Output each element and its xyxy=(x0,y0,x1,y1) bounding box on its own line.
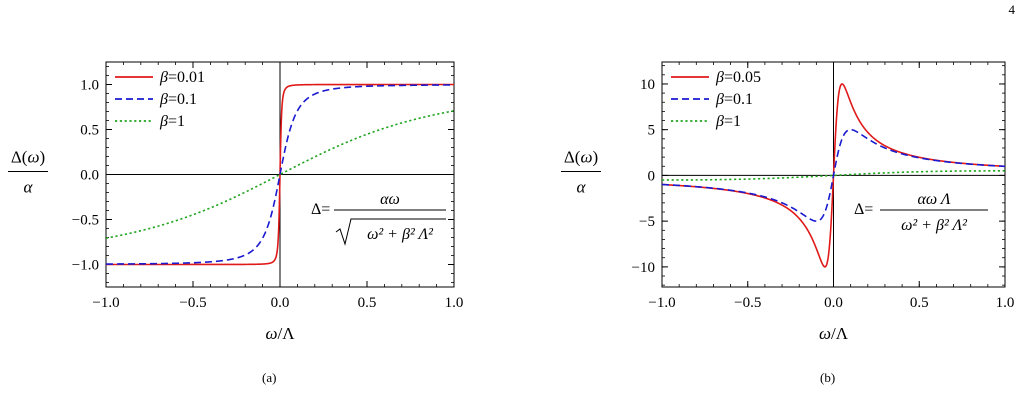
series-line-0.01 xyxy=(106,83,454,266)
series-line-0.1 xyxy=(106,84,454,265)
y-label-paren: ) xyxy=(592,148,598,167)
x-tick-label: 0.5 xyxy=(358,295,377,311)
series-line-1 xyxy=(106,110,454,239)
legend-label: β=0.1 xyxy=(715,91,753,108)
y-tick-label: 0.0 xyxy=(80,168,99,184)
x-axis-label-rest: /Λ xyxy=(277,324,295,343)
x-axis-label: ω/Λ xyxy=(819,324,849,343)
y-tick-label: 0 xyxy=(648,168,656,184)
chart-b: −1.0 −0.5 0.0 0.5 1.01050−5−10ω/ΛΔ(ω)αβ=0.05… xyxy=(561,61,1015,343)
formula-denominator: ω² + β² Λ² xyxy=(367,226,434,243)
y-label-omega: ω xyxy=(580,148,592,167)
series-line-0.1 xyxy=(662,128,1005,222)
y-tick-label: 1.0 xyxy=(80,78,99,94)
chart-a: −1.0 −0.5 0.0 0.5 1.01.00.50.0−0.5−1.0ω/ΛΔ(ω… xyxy=(8,61,464,343)
y-tick-label: −0.5 xyxy=(72,213,99,229)
x-tick-label: 0.5 xyxy=(910,295,929,311)
x-tick-label: −0.5 xyxy=(734,295,761,311)
legend-label: β=0.05 xyxy=(715,69,761,86)
y-tick-label: −5 xyxy=(639,214,655,230)
figure-b: −1.0 −0.5 0.0 0.5 1.0 10 5 0 −5 −10 ω/Λ Δ(ω) α β=0.05… xyxy=(513,0,1027,411)
formula-lhs: Δ= xyxy=(311,201,330,218)
x-tick-label: 1.0 xyxy=(996,295,1015,311)
y-tick-label: 0.5 xyxy=(80,123,99,139)
y-tick-label: 5 xyxy=(648,123,656,139)
legend-beta: β xyxy=(159,69,168,86)
x-axis-label: ω/Λ xyxy=(265,324,295,343)
x-tick-label: −0.5 xyxy=(179,295,206,311)
legend-value: =0.05 xyxy=(724,69,761,86)
y-tick-label: 10 xyxy=(640,77,655,93)
x-axis-label-rest: /Λ xyxy=(831,324,849,343)
caption-b: (b) xyxy=(820,370,836,385)
formula-lhs: Δ= xyxy=(854,201,873,218)
legend-value: =1 xyxy=(724,113,741,130)
legend-beta: β xyxy=(715,69,724,86)
legend-label: β=1 xyxy=(715,113,741,130)
legend-beta: β xyxy=(159,113,168,130)
legend-value: =1 xyxy=(168,113,185,130)
legend-beta: β xyxy=(159,91,168,108)
formula-numerator: αω Λ xyxy=(917,191,950,208)
x-axis-label-omega: ω xyxy=(819,324,831,343)
formula-numerator: αω xyxy=(380,191,400,208)
y-axis-label-top: Δ(ω) xyxy=(564,148,598,167)
legend-beta: β xyxy=(715,91,724,108)
y-label-paren: ) xyxy=(39,148,45,167)
formula-lhs-text: Δ= xyxy=(311,201,330,218)
x-axis-label-omega: ω xyxy=(265,324,277,343)
y-axis-label-bottom: α xyxy=(24,178,34,197)
page-number: 4 xyxy=(1008,2,1016,17)
y-tick-label: −10 xyxy=(632,260,655,276)
legend-value: =0.1 xyxy=(168,91,197,108)
legend-label: β=0.1 xyxy=(159,91,197,108)
caption-a: (a) xyxy=(262,370,277,385)
x-tick-label: −1.0 xyxy=(648,295,675,311)
y-tick-label: −1.0 xyxy=(72,258,99,274)
legend-value: =0.1 xyxy=(724,91,753,108)
y-label-delta: Δ( xyxy=(11,148,28,167)
x-tick-label: 0.0 xyxy=(271,295,290,311)
formula-sqrt-sign xyxy=(335,218,446,246)
formula-lhs-text: Δ= xyxy=(854,201,873,218)
x-tick-label: 1.0 xyxy=(445,295,464,311)
legend-label: β=1 xyxy=(159,113,185,130)
x-tick-label: 0.0 xyxy=(824,295,843,311)
x-tick-label: −1.0 xyxy=(92,295,119,311)
figure-a: −1.0 −0.5 0.0 0.5 1.0 1.0 0.5 0.0 −0.5 −1.0 ω/Λ Δ(ω… xyxy=(0,0,513,411)
legend-label: β=0.01 xyxy=(159,69,205,86)
y-label-delta: Δ( xyxy=(564,148,581,167)
y-label-omega: ω xyxy=(27,148,39,167)
legend-beta: β xyxy=(715,113,724,130)
legend-value: =0.01 xyxy=(168,69,205,86)
y-axis-label-top: Δ(ω) xyxy=(11,148,45,167)
y-axis-label-bottom: α xyxy=(577,178,587,197)
formula-denominator: ω² + β² Λ² xyxy=(901,217,968,234)
